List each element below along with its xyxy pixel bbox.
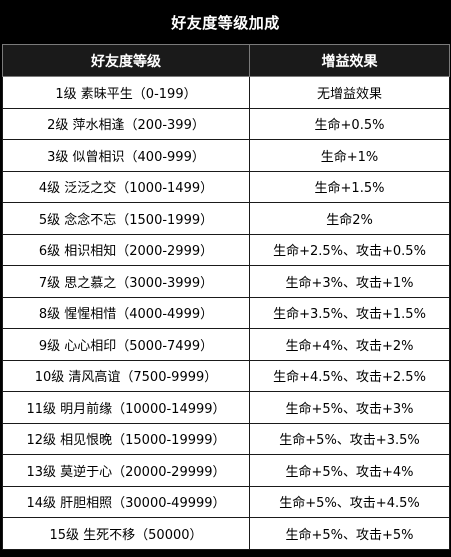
bonus-cell: 生命+3%、攻击+1% [249,265,450,298]
bonus-cell: 生命+0.5% [249,107,450,140]
bonus-cell: 无增益效果 [249,76,450,109]
level-cell: 12级 相见恨晚（15000-19999） [2,422,250,455]
table-row: 1级 素昧平生（0-199） 无增益效果 [2,76,450,109]
bonus-cell: 生命+4.5%、攻击+2.5% [249,359,450,392]
level-cell: 4级 泛泛之交（1000-1499） [2,170,250,203]
table-body: 1级 素昧平生（0-199） 无增益效果 2级 萍水相逢（200-399） 生命+0.… [2,76,450,550]
table-row: 11级 明月前缘（10000-14999） 生命+5%、攻击+3% [2,391,450,424]
level-cell: 13级 莫逆于心（20000-29999） [2,454,250,487]
level-cell: 1级 素昧平生（0-199） [2,76,250,109]
table-row: 12级 相见恨晚（15000-19999） 生命+5%、攻击+3.5% [2,422,450,455]
bonus-cell: 生命+5%、攻击+4% [249,454,450,487]
table-row: 5级 念念不忘（1500-1999） 生命2% [2,202,450,235]
bonus-cell: 生命2% [249,202,450,235]
bonus-cell: 生命+1% [249,139,450,172]
table-row: 7级 思之慕之（3000-3999） 生命+3%、攻击+1% [2,265,450,298]
bonus-cell: 生命+5%、攻击+3% [249,391,450,424]
level-column-header: 好友度等级 [2,44,250,77]
bonus-cell: 生命+3.5%、攻击+1.5% [249,296,450,329]
bonus-cell: 生命+1.5% [249,170,450,203]
table-row: 15级 生死不移（50000） 生命+5%、攻击+5% [2,517,450,550]
level-cell: 8级 惺惺相惜（4000-4999） [2,296,250,329]
panel-title: 好友度等级加成 [171,13,280,32]
level-cell: 10级 清风高谊（7500-9999） [2,359,250,392]
table-row: 3级 似曾相识（400-999） 生命+1% [2,139,450,172]
level-cell: 14级 肝胆相照（30000-49999） [2,485,250,518]
level-cell: 2级 萍水相逢（200-399） [2,107,250,140]
bonus-cell: 生命+2.5%、攻击+0.5% [249,233,450,266]
bonus-cell: 生命+4%、攻击+2% [249,328,450,361]
table-row: 4级 泛泛之交（1000-1499） 生命+1.5% [2,170,450,203]
level-cell: 5级 念念不忘（1500-1999） [2,202,250,235]
level-cell: 9级 心心相印（5000-7499） [2,328,250,361]
table-row: 14级 肝胆相照（30000-49999） 生命+5%、攻击+4.5% [2,485,450,518]
bonus-column-header: 增益效果 [249,44,450,77]
level-cell: 7级 思之慕之（3000-3999） [2,265,250,298]
level-cell: 3级 似曾相识（400-999） [2,139,250,172]
table-row: 13级 莫逆于心（20000-29999） 生命+5%、攻击+4% [2,454,450,487]
level-cell: 15级 生死不移（50000） [2,517,250,550]
table-row: 10级 清风高谊（7500-9999） 生命+4.5%、攻击+2.5% [2,359,450,392]
level-cell: 11级 明月前缘（10000-14999） [2,391,250,424]
table-row: 6级 相识相知（2000-2999） 生命+2.5%、攻击+0.5% [2,233,450,266]
table-row: 8级 惺惺相惜（4000-4999） 生命+3.5%、攻击+1.5% [2,296,450,329]
friendship-level-table: 好友度等级 增益效果 1级 素昧平生（0-199） 无增益效果 2级 萍水相逢（20… [2,44,450,550]
table-row: 2级 萍水相逢（200-399） 生命+0.5% [2,107,450,140]
table-header-row: 好友度等级 增益效果 [2,44,450,77]
level-cell: 6级 相识相知（2000-2999） [2,233,250,266]
bonus-cell: 生命+5%、攻击+4.5% [249,485,450,518]
bonus-cell: 生命+5%、攻击+5% [249,517,450,550]
table-row: 9级 心心相印（5000-7499） 生命+4%、攻击+2% [2,328,450,361]
bonus-cell: 生命+5%、攻击+3.5% [249,422,450,455]
